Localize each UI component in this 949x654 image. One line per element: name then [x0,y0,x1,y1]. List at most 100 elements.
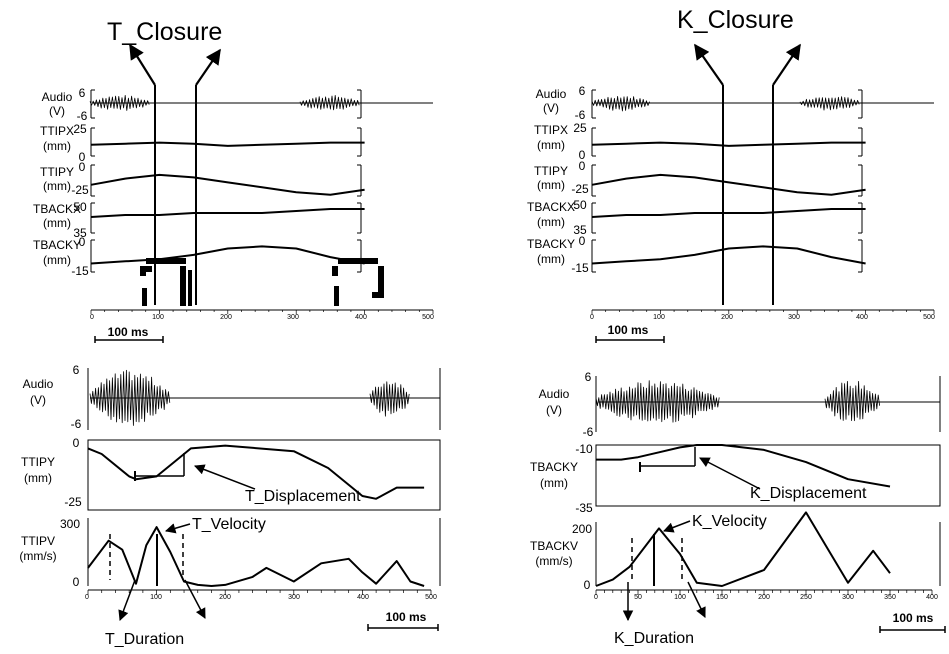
ttipx-trace [591,141,866,147]
k-velocity-label: K_Velocity [692,513,767,530]
tbacky-trace [591,245,866,265]
contact-pattern-block [332,266,338,276]
closure-arrow [129,43,156,86]
audio-waveform [299,95,360,111]
tick-label: 300 [288,594,300,601]
duration-arrow-right [687,581,706,618]
contact-pattern-block [372,292,384,298]
tbacky-trace [90,245,365,265]
tbacky-label: TBACKY [527,237,575,251]
tbackx-unit: (mm) [43,216,71,230]
ttipy-tick-top: 0 [79,160,86,174]
tbackv-label: TBACKV [530,539,578,553]
ttipx-tick-bottom: 0 [79,150,86,164]
position-frame [595,444,941,507]
tbacky-tick-top: 0 [579,234,586,248]
tbacky-tick-top: 0 [79,235,86,249]
tick-label: 300 [287,314,299,321]
position-frame [87,439,441,511]
ttipx-unit: (mm) [43,139,71,153]
audio-unit: (V) [49,104,65,118]
tbackx-tick-top: 50 [73,200,87,214]
audio-tick-top: 6 [73,363,80,377]
audio-tick-bottom: -6 [575,108,586,122]
tbackx-tick-bottom: 35 [73,226,87,240]
tbackx-tick-top: 50 [573,198,587,212]
bottom-right-labels: Audio (V) 6 -6 TBACKY (mm) -10 -35 TBACK… [530,370,594,592]
ttipv-label: TTIPV [21,534,55,548]
top-right-labels: Audio (V) 6 -6 TTIPX (mm) 25 0 TTIPY (mm… [527,84,589,275]
tbacky-tick-bottom: -35 [575,501,593,515]
audio-tick-top: 6 [579,84,586,98]
tbacky-tick-bottom: -15 [71,264,89,278]
tick-label: 200 [758,594,770,601]
tbackx-trace [591,208,866,218]
tick-label: 300 [788,314,800,321]
ttipy-trace [90,173,365,196]
ttipy-tick-top: 0 [73,436,80,450]
tick-label: 200 [721,314,733,321]
contact-pattern-block [146,258,186,264]
audio-waveform [369,381,410,417]
tick-label: 300 [842,594,854,601]
ttipv-trace [87,526,425,587]
ttipy-tick-bottom: -25 [71,183,89,197]
overlays [109,43,801,622]
tick-label: 0 [90,314,94,321]
tick-label: 100 [674,594,686,601]
audio-tick-top: 6 [79,86,86,100]
top-right-xticks: 0 100 200 300 400 500 [590,314,935,321]
tbacky-label: TBACKY [530,460,578,474]
audio-waveform [89,369,171,426]
tbacky-unit: (mm) [43,253,71,267]
ttipy-label: TTIPY [40,165,74,179]
top-left-xticks: 0 100 200 300 400 500 [90,314,434,321]
tbackv-unit: (mm/s) [535,554,572,568]
tick-label: 400 [357,594,369,601]
ttipx-unit: (mm) [537,138,565,152]
ttipy-trace [591,173,866,196]
closure-arrow [772,43,801,86]
tbacky-trace [596,444,891,488]
audio-label: Audio [42,90,73,104]
tick-label: 400 [856,314,868,321]
bottom-left-scalebar-label: 100 ms [386,610,427,624]
tick-label: 50 [634,594,642,601]
ttipy-label: TTIPY [534,164,568,178]
closure-arrow [195,48,221,86]
tick-label: 0 [594,594,598,601]
tbacky-unit: (mm) [537,252,565,266]
contact-pattern-block [338,258,378,264]
displacement-arrow [699,457,761,490]
tbacky-unit: (mm) [540,476,568,490]
ttipv-tick-top: 300 [60,517,80,531]
audio-unit: (V) [546,403,562,417]
k-duration-label: K_Duration [614,630,694,647]
tbackx-unit: (mm) [537,215,565,229]
top-left-labels: Audio (V) 6 -6 TTIPX (mm) 25 0 TTIPY (mm… [33,86,89,278]
ttipy-label: TTIPY [21,455,55,469]
ttipy-unit: (mm) [24,471,52,485]
top-right-scalebar-label: 100 ms [608,323,649,337]
audio-waveform [799,96,860,111]
audio-label: Audio [536,87,567,101]
top-left-scalebar-label: 100 ms [108,325,149,339]
audio-waveform [824,381,880,422]
audio-waveform [89,95,150,111]
ttipx-tick-top: 25 [73,122,87,136]
tbacky-tick-top: -10 [575,442,593,456]
k-closure-heading: K_Closure [677,6,794,34]
contact-pattern-block [140,266,146,276]
tick-label: 400 [355,314,367,321]
audio-tick-bottom: -6 [71,417,82,431]
ttipy-unit: (mm) [537,178,565,192]
ttipy-tick-bottom: -25 [64,495,82,509]
audio-waveform [591,96,650,112]
tick-label: 200 [219,594,231,601]
contact-pattern-block [334,286,339,306]
bottom-left-labels: Audio (V) 6 -6 TTIPY (mm) 0 -25 TTIPV (m… [19,363,82,589]
audio-waveform [595,380,720,423]
frames [87,89,946,633]
contact-pattern-block [378,266,384,296]
